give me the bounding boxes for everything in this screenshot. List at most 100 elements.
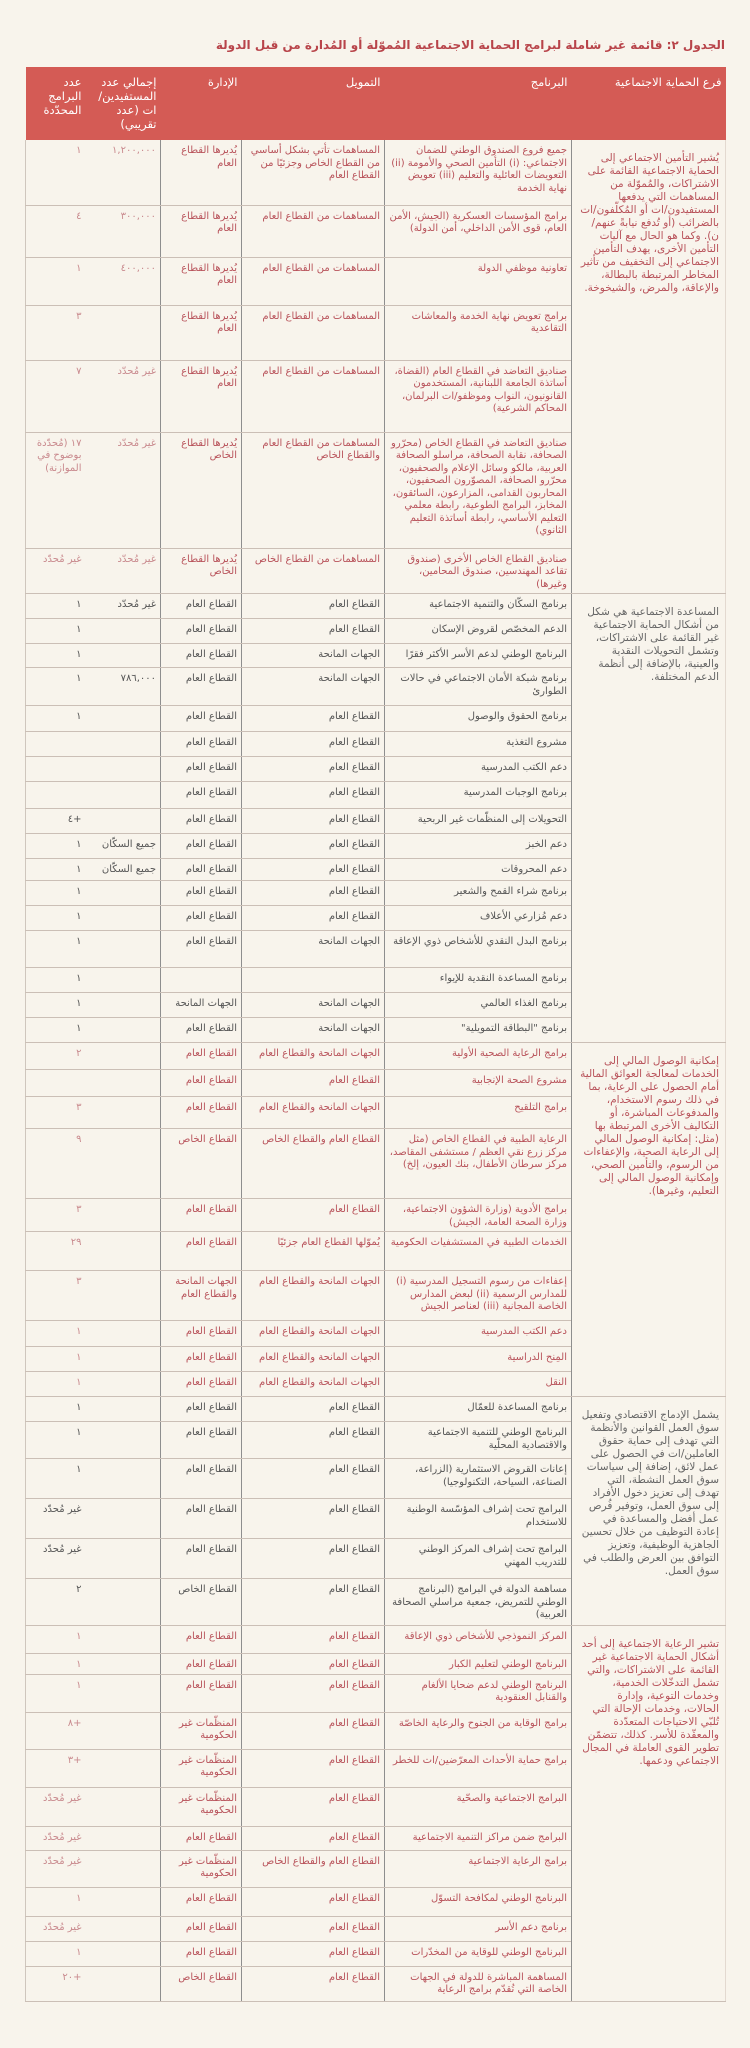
count-cell: غير مُحدّد [25,548,86,594]
beneficiaries-cell [85,1826,161,1851]
beneficiaries-cell: ٧٨٦,٠٠٠ [85,667,161,706]
program-cell: الرعاية الطبية في القطاع الخاص (مثل مركز… [384,1128,572,1199]
count-cell: ١ [25,1320,86,1347]
count-cell: ١ [25,930,86,968]
admin-cell: القطاع العام [160,1887,242,1917]
table-row: يشمل الإدماج الاقتصادي وتفعيل سوق العمل … [25,1396,726,1626]
admin-cell: القطاع العام [160,1941,242,1967]
program-cell: برنامج الوجبات المدرسية [384,781,572,809]
admin-cell [160,967,242,993]
table-row: الخدمات الطبية في المستشفيات الحكومية يُم… [25,1231,726,1271]
program-cell: البرنامج الوطني للتنمية الاجتماعية والاق… [384,1421,572,1459]
program-cell: دعم الكتب المدرسية [384,756,572,782]
admin-cell: القطاع الخاص [160,1128,242,1199]
count-cell: ١ [25,1458,86,1499]
funding-cell: القطاع العام [241,731,385,757]
beneficiaries-cell [85,1270,161,1321]
program-cell: برامج الرعاية الصحية الأولية [384,1042,572,1070]
funding-cell: يُموّلها القطاع العام جزئيًا [241,1231,385,1271]
table-row: البرامج الاجتماعية والصحّية القطاع العام ا… [25,1787,726,1827]
table-row: البرنامج الوطني للتنمية الاجتماعية والاق… [25,1421,726,1459]
funding-cell: القطاع العام [241,1198,385,1232]
count-cell [25,731,86,757]
table-row: برامج التلقيح الجهات المانحة والقطاع العا… [25,1096,726,1129]
admin-cell: القطاع الخاص [160,1966,242,2002]
beneficiaries-cell [85,705,161,732]
funding-cell: القطاع العام [241,756,385,782]
beneficiaries-cell [85,808,161,834]
program-cell: البرامج تحت إشراف المركز الوطني للتدريب … [384,1538,572,1579]
program-cell: النقل [384,1371,572,1397]
table-row: النقل الجهات المانحة والقطاع العام القطاع … [25,1371,726,1397]
count-cell [25,1069,86,1097]
funding-cell: القطاع العام [241,1396,385,1422]
funding-cell: القطاع العام [241,1787,385,1827]
beneficiaries-cell [85,992,161,1018]
count-cell: ١ [25,967,86,993]
program-cell: برنامج البدل النقدي للأشخاص ذوي الإعاقة [384,930,572,968]
beneficiaries-cell [85,1578,161,1626]
program-cell: برنامج دعم الأسر [384,1916,572,1942]
program-cell: برنامج شراء القمح والشعير [384,880,572,906]
beneficiaries-cell: غير مُحدّد [85,432,161,549]
branch-cell: يُشير التأمين الاجتماعي إلى الحماية الاج… [571,140,726,594]
beneficiaries-cell [85,1749,161,1788]
program-cell: البرنامج الوطني لمكافحة التسوّل [384,1887,572,1917]
beneficiaries-cell: ٣٠٠,٠٠٠ [85,205,161,258]
funding-cell: القطاع العام [241,808,385,834]
table-row: دعم مُزارعي الأعلاف القطاع العام القطاع ال… [25,905,726,931]
admin-cell: القطاع العام [160,1346,242,1372]
table-row: البرنامج الوطني لمكافحة التسوّل القطاع ال… [25,1887,726,1917]
program-cell: صناديق القطاع الخاص الأخرى (صندوق تقاعد … [384,548,572,594]
table-row: دعم الخبز القطاع العام القطاع العام جميع ال… [25,833,726,859]
program-cell: جميع فروع الصندوق الوطني للضمان الاجتماع… [384,140,572,206]
count-cell: ٣ [25,305,86,361]
table-row: إعانات القروض الاستثمارية (الزراعة، الصن… [25,1458,726,1499]
beneficiaries-cell [85,1458,161,1499]
funding-cell: القطاع العام والقطاع الخاص [241,1850,385,1888]
program-cell: تعاونية موظفي الدولة [384,257,572,306]
program-cell: صناديق التعاضد في القطاع الخاص (محرّرو ا… [384,432,572,549]
admin-cell: القطاع العام [160,1826,242,1851]
beneficiaries-cell [85,880,161,906]
admin-cell: يُديرها القطاع العام [160,257,242,306]
funding-cell: القطاع العام [241,1826,385,1851]
beneficiaries-cell [85,1069,161,1097]
count-cell: غير مُحدّد [25,1498,86,1539]
admin-cell: القطاع العام [160,808,242,834]
program-cell: برامج تعويض نهاية الخدمة والمعاشات التقا… [384,305,572,361]
beneficiaries-cell [85,1941,161,1967]
count-cell: ١ [25,905,86,931]
beneficiaries-cell [85,756,161,782]
count-cell: +٢٠ [25,1966,86,2002]
beneficiaries-cell [85,618,161,644]
funding-cell: القطاع العام [241,880,385,906]
beneficiaries-cell [85,1916,161,1942]
beneficiaries-cell [85,731,161,757]
table-row: المِنح الدراسية الجهات المانحة والقطاع ال… [25,1346,726,1372]
table-row: مشروع التغذية القطاع العام القطاع العام [25,731,726,757]
funding-cell: المساهمات من القطاع العام [241,360,385,433]
table-title: الجدول ٢: قائمة غير شاملة لبرامج الحماية… [215,38,725,52]
count-cell: ١ [25,593,86,619]
beneficiaries-cell [85,305,161,361]
beneficiaries-cell: جميع السكّان [85,833,161,859]
program-cell: البرنامج الوطني لدعم الأسر الأكثر فقرًا [384,643,572,668]
program-cell: برامج المؤسسات العسكرية (الجيش، الأمن ال… [384,205,572,258]
beneficiaries-cell [85,905,161,931]
beneficiaries-cell [85,1198,161,1232]
beneficiaries-cell [85,1674,161,1713]
table-row: البرامج ضمن مراكز التنمية الاجتماعية القط… [25,1826,726,1851]
funding-cell: القطاع العام [241,1625,385,1654]
program-cell: المساهمة المباشرة للدولة في الجهات الخاص… [384,1966,572,2002]
admin-cell: القطاع العام [160,705,242,732]
table-row: برامج الأدوية (وزارة الشؤون الاجتماعية، … [25,1198,726,1232]
program-cell: التحويلات إلى المنظّمات غير الربحية [384,808,572,834]
admin-cell: القطاع العام [160,1458,242,1499]
admin-cell: يُديرها القطاع الخاص [160,432,242,549]
funding-cell: القطاع العام [241,1712,385,1750]
count-cell: ١ [25,833,86,859]
funding-cell: الجهات المانحة والقطاع العام [241,1096,385,1129]
count-cell: ١ [25,667,86,706]
beneficiaries-cell: غير مُحدّد [85,360,161,433]
